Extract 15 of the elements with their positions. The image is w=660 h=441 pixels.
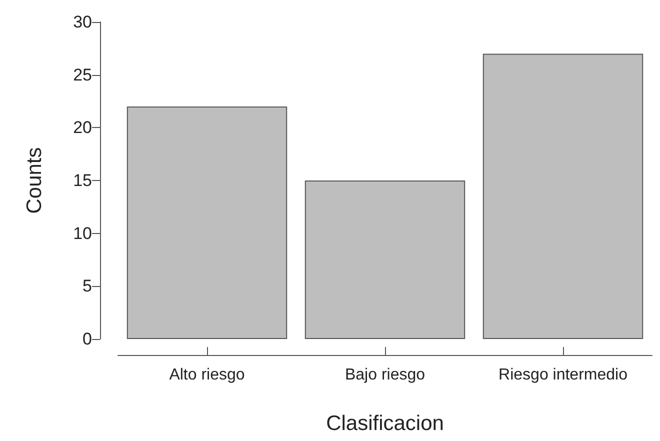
x-axis-title: Clasificacion xyxy=(326,412,444,435)
bar xyxy=(482,54,644,339)
bar xyxy=(304,180,466,339)
y-tick-label: 5 xyxy=(82,276,92,296)
bar xyxy=(126,106,288,339)
y-tick-label: 15 xyxy=(73,171,92,190)
y-axis-title: Counts xyxy=(23,147,46,214)
x-tick-label: Alto riesgo xyxy=(169,366,245,384)
y-tick-label: 30 xyxy=(73,12,92,32)
x-tick-label: Riesgo intermedio xyxy=(498,366,628,384)
y-tick-label: 10 xyxy=(73,224,92,243)
x-tick-label: Bajo riesgo xyxy=(344,366,426,384)
y-tick-label: 0 xyxy=(82,330,92,348)
y-tick-label: 25 xyxy=(73,65,92,84)
y-tick-label: 20 xyxy=(73,118,92,138)
